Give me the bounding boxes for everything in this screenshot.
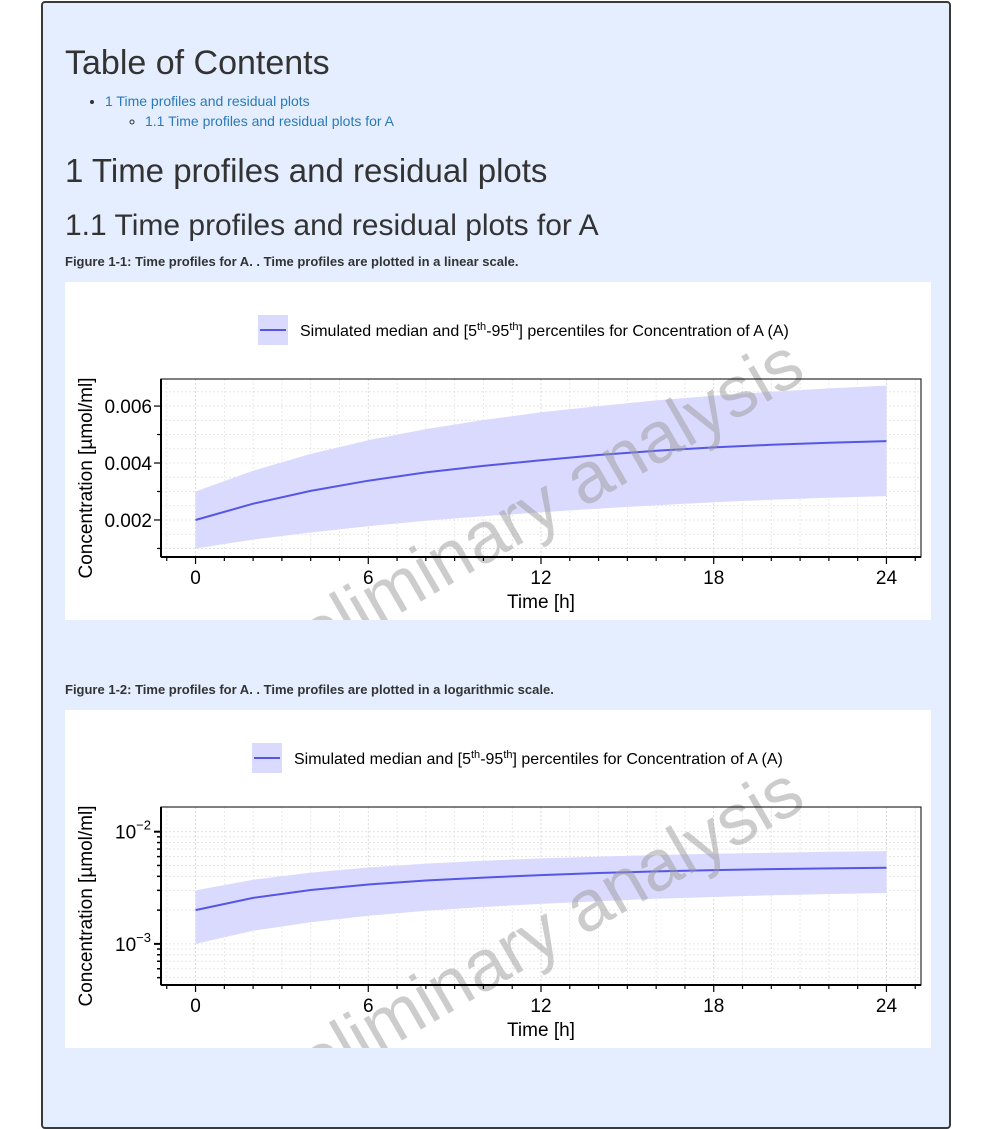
section-heading: 1 Time profiles and residual plots	[65, 152, 548, 189]
legend: Simulated median and [5th-95th] percenti…	[252, 743, 783, 773]
figure-1-plot: Preliminary analysis 0 6 12 18 24 0.002 0.004 0.…	[65, 282, 931, 620]
x-axis-label: Time [h]	[507, 592, 575, 613]
toc-link-section-1[interactable]: 1 Time profiles and residual plots	[105, 93, 310, 109]
x-tick-label: 24	[876, 996, 898, 1017]
x-tick-label: 18	[703, 568, 724, 589]
toc-sublist: 1.1 Time profiles and residual plots for…	[105, 111, 865, 131]
x-tick-label: 0	[190, 996, 201, 1017]
table-of-contents: 1 Time profiles and residual plots 1.1 T…	[65, 91, 865, 131]
x-tick-label: 12	[530, 996, 551, 1017]
x-tick-label: 24	[876, 568, 898, 589]
x-tick-label: 0	[190, 568, 201, 589]
legend-label: Simulated median and [5th-95th] percenti…	[300, 321, 789, 340]
legend: Simulated median and [5th-95th] percenti…	[258, 315, 789, 345]
y-tick-label: 0.006	[104, 397, 152, 418]
median-line	[195, 440, 887, 521]
figure-caption-2: Figure 1-2: Time profiles for A. . Time …	[65, 682, 554, 697]
toc-title: Table of Contents	[65, 44, 330, 82]
x-tick-label: 12	[530, 568, 551, 589]
x-tick-label: 6	[363, 568, 374, 589]
x-axis-label: Time [h]	[507, 1020, 575, 1041]
x-tick-label: 18	[703, 996, 724, 1017]
y-axis-label: Concentration [µmol/ml]	[76, 377, 97, 578]
y-tick-label: 0.002	[104, 511, 152, 532]
figure-caption-1: Figure 1-1: Time profiles for A. . Time …	[65, 254, 519, 269]
report-page: Table of Contents 1 Time profiles and re…	[41, 1, 951, 1129]
toc-item: 1.1 Time profiles and residual plots for…	[145, 111, 865, 131]
toc-link-section-1-1[interactable]: 1.1 Time profiles and residual plots for…	[145, 113, 395, 129]
toc-item: 1 Time profiles and residual plots 1.1 T…	[105, 91, 865, 131]
y-tick-label: 10−2	[115, 818, 151, 844]
series-group	[195, 385, 887, 549]
percentile-band	[195, 385, 887, 549]
y-axis-label: Concentration [µmol/ml]	[76, 805, 97, 1006]
figure-2-plot: Preliminary analysis 0 6 12 18 24 10−3 10−2 Time…	[65, 710, 931, 1048]
x-tick-label: 6	[363, 996, 374, 1017]
legend-label: Simulated median and [5th-95th] percenti…	[294, 749, 783, 768]
median-line	[195, 866, 887, 912]
series-group	[195, 851, 887, 944]
subsection-heading: 1.1 Time profiles and residual plots for…	[65, 209, 599, 242]
percentile-band	[195, 851, 887, 944]
toc-list: 1 Time profiles and residual plots 1.1 T…	[65, 91, 865, 131]
y-tick-label: 0.004	[104, 454, 152, 475]
y-tick-label: 10−3	[115, 930, 151, 956]
